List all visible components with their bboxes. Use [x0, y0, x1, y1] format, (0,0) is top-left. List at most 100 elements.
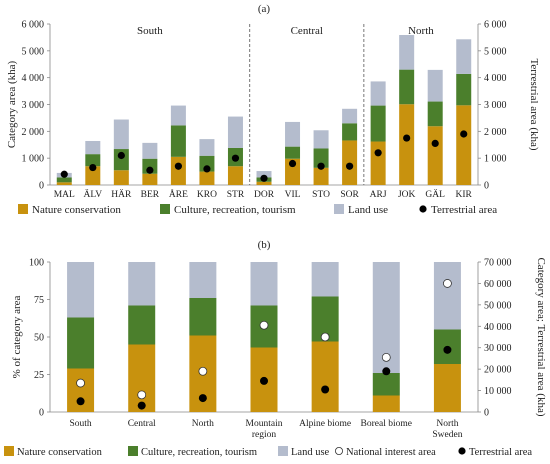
y-tick-label-b: 100 — [29, 258, 44, 269]
y2-tick-label-a: 2 000 — [484, 127, 507, 138]
y-tick-label-a: 0 — [39, 181, 44, 192]
x-tick-label-b: Mountain region — [246, 419, 283, 440]
x-tick-label-a: KIR — [456, 190, 473, 200]
y-tick-label-a: 4 000 — [22, 73, 45, 84]
legend-label-culture: Culture, recreation, tourism — [141, 447, 257, 458]
bar-segment-landuse — [128, 262, 156, 306]
terrestrial-point — [288, 159, 297, 168]
bar-segment-landuse — [427, 69, 443, 102]
x-tick-label-b: South — [69, 419, 91, 429]
y2-tick-label-a: 6 000 — [484, 20, 507, 31]
bar-segment-landuse — [113, 119, 129, 150]
y2-tick-label-a: 5 000 — [484, 46, 507, 57]
bar-segment-culture — [399, 69, 415, 105]
y2-tick-label-b: 70 000 — [484, 258, 512, 269]
national-interest-point — [320, 332, 330, 342]
y2-tick-label-b: 30 000 — [484, 343, 512, 354]
bar-segment-nature — [85, 166, 101, 185]
bar-segment-landuse — [170, 105, 186, 126]
terrestrial-point — [431, 139, 439, 148]
x-tick-label-b: North Sweden — [432, 419, 462, 440]
terrestrial-point — [117, 151, 125, 160]
bar-segment-landuse — [189, 262, 217, 298]
y-tick-label-a: 5 000 — [22, 46, 45, 57]
bar-segment-culture — [113, 149, 129, 171]
bar-segment-culture — [313, 148, 329, 168]
legend-label-culture: Culture, recreation, tourism — [174, 204, 296, 216]
terrestrial-point — [137, 401, 146, 410]
legend-label-landuse: Land use — [348, 204, 388, 216]
terrestrial-point — [260, 376, 268, 385]
bar-segment-culture — [427, 101, 443, 127]
terrestrial-point — [317, 162, 325, 170]
bar-segment-culture — [56, 177, 72, 183]
bar-segment-nature — [67, 368, 95, 412]
bar-segment-landuse — [227, 116, 243, 148]
y2-tick-label-b: 0 — [484, 408, 489, 419]
bar-segment-culture — [189, 298, 217, 336]
x-tick-label-a: VIL — [285, 190, 301, 200]
bar-segment-landuse — [342, 108, 358, 124]
bar-segment-nature — [170, 156, 186, 185]
bar-segment-landuse — [311, 262, 339, 297]
terrestrial-point — [89, 163, 97, 172]
terrestrial-point — [374, 149, 382, 157]
legend-label-nature: Nature conservation — [32, 204, 121, 216]
bar-segment-nature — [372, 395, 400, 412]
y2-axis-title-b: Category area; Terrestrial area (kha) — [535, 257, 547, 416]
y2-axis-title-a: Terrestrial area (kha) — [528, 58, 540, 150]
bar-segment-culture — [67, 317, 95, 369]
panel-b: (b) 0 25 50 75 100 0 10 000 20 000 30 000 40 000 50… — [11, 239, 547, 440]
x-tick-label-a: ARJ — [370, 190, 387, 200]
national-interest-point — [137, 390, 147, 400]
bar-segment-culture — [372, 373, 400, 396]
legend-label-terrestrial: Terrestrial area — [431, 204, 497, 216]
legend-marker-terrestrial — [458, 447, 466, 455]
bar-segment-nature — [433, 364, 461, 412]
x-tick-label-a: SOR — [340, 190, 359, 200]
national-interest-point — [198, 366, 208, 376]
bar-segment-culture — [370, 105, 386, 142]
y2-tick-label-a: 0 — [484, 181, 489, 192]
x-tick-label-a: MAL — [54, 190, 75, 200]
terrestrial-point — [403, 134, 411, 142]
terrestrial-point — [198, 394, 207, 403]
terrestrial-point — [60, 170, 68, 178]
x-tick-label-b: Alpine biome — [299, 419, 351, 429]
bar-segment-nature — [399, 104, 415, 185]
y-tick-label-b: 0 — [39, 408, 44, 419]
x-tick-label-a: STO — [312, 190, 330, 200]
bar-segment-nature — [113, 170, 129, 185]
bar-segment-nature — [311, 341, 339, 412]
bar-segment-culture — [85, 154, 101, 167]
legend-swatch-nature — [4, 446, 14, 456]
group-label: South — [137, 25, 163, 37]
y-tick-label-a: 3 000 — [22, 100, 45, 111]
terrestrial-point — [382, 367, 391, 376]
bar-segment-nature — [227, 166, 243, 185]
x-tick-label-a: KRO — [197, 190, 217, 200]
y-axis-title-a: Category area (kha) — [6, 60, 18, 148]
y-tick-label-a: 6 000 — [22, 20, 45, 31]
bar-segment-nature — [199, 171, 215, 185]
y-tick-label-b: 50 — [34, 333, 44, 344]
x-tick-label-a: ÄLV — [83, 188, 102, 200]
national-interest-point — [259, 320, 269, 330]
bar-segment-landuse — [313, 130, 329, 149]
terrestrial-point — [321, 385, 330, 394]
y2-tick-label-b: 60 000 — [484, 279, 512, 290]
legend-b: Nature conservation Culture, recreation, … — [4, 446, 532, 458]
bar-segment-nature — [370, 141, 386, 185]
bar-segment-nature — [142, 173, 158, 185]
bar-segment-culture — [456, 73, 472, 106]
terrestrial-point — [443, 345, 452, 354]
x-tick-label-b: North — [192, 419, 214, 429]
y-tick-label-b: 75 — [34, 295, 44, 306]
legend-swatch-nature — [18, 204, 28, 214]
x-tick-label-a: HÄR — [111, 188, 132, 200]
legend-swatch-landuse — [334, 204, 344, 214]
bar-segment-culture — [142, 158, 158, 174]
legend-swatch-culture — [160, 204, 170, 214]
legend-label-nature: Nature conservation — [17, 447, 103, 458]
x-tick-label-b: Boreal biome — [361, 419, 412, 429]
